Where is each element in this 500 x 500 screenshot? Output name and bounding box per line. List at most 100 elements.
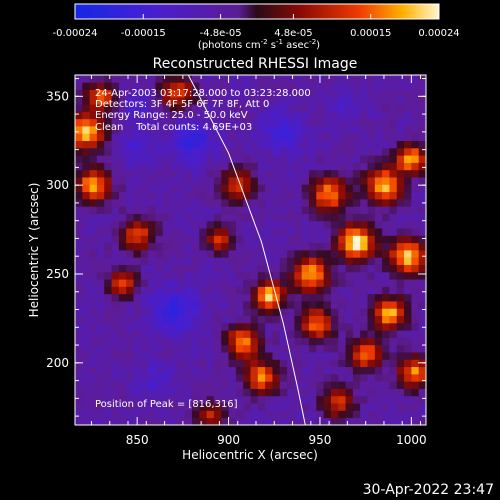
heatmap-cell: [389, 359, 398, 368]
heatmap-cell: [140, 147, 149, 156]
heatmap-cell: [192, 315, 200, 324]
heatmap-cell: [272, 111, 281, 120]
heatmap-cell: [257, 191, 266, 200]
heatmap-cell: [96, 293, 105, 302]
heatmap-cell: [213, 257, 222, 265]
heatmap-cell: [221, 308, 229, 317]
heatmap-cell: [389, 169, 398, 178]
heatmap-cell: [338, 184, 346, 193]
heatmap-cell: [360, 235, 368, 244]
heatmap-cell: [352, 250, 361, 258]
heatmap-cell: [367, 104, 376, 112]
heatmap-cell: [360, 118, 368, 127]
heatmap-cell: [126, 286, 134, 295]
heatmap-cell: [148, 381, 156, 389]
heatmap-cell: [228, 213, 237, 222]
heatmap-cell: [316, 381, 325, 389]
heatmap-cell: [404, 373, 412, 382]
heatmap-cell: [192, 337, 200, 346]
heatmap-cell: [367, 75, 376, 83]
heatmap-cell: [89, 417, 98, 425]
colorbar-tick-label: 4.8e-05: [274, 28, 312, 39]
heatmap-cell: [360, 191, 368, 200]
heatmap-cell: [199, 235, 208, 244]
heatmap-cell: [243, 155, 251, 163]
heatmap-cell: [235, 250, 244, 258]
heatmap-cell: [199, 403, 208, 411]
heatmap-cell: [75, 184, 83, 193]
heatmap-cell: [89, 250, 98, 258]
heatmap-cell: [382, 330, 390, 338]
heatmap-cell: [148, 235, 156, 244]
heatmap-cell: [126, 126, 134, 134]
heatmap-cell: [323, 89, 332, 98]
heatmap-cell: [265, 82, 273, 90]
heatmap-cell: [221, 111, 229, 120]
heatmap-cell: [272, 147, 281, 156]
heatmap-cell: [360, 403, 368, 411]
heatmap-cell: [404, 126, 412, 134]
heatmap-cell: [118, 366, 127, 375]
heatmap-cell: [192, 133, 200, 142]
heatmap-cell: [148, 111, 156, 120]
heatmap-cell: [367, 315, 376, 324]
heatmap-cell: [265, 388, 273, 397]
heatmap-cell: [374, 126, 383, 134]
heatmap-cell: [411, 279, 420, 287]
heatmap-cell: [213, 359, 222, 368]
heatmap-cell: [213, 162, 222, 171]
heatmap-cell: [382, 96, 390, 105]
heatmap-cell: [374, 257, 383, 265]
heatmap-cell: [360, 330, 368, 338]
heatmap-cell: [382, 82, 390, 90]
heatmap-cell: [221, 352, 229, 360]
heatmap-cell: [374, 104, 383, 112]
heatmap-cell: [162, 96, 171, 105]
heatmap-cell: [177, 198, 186, 207]
heatmap-cell: [411, 75, 420, 83]
heatmap-cell: [411, 184, 420, 193]
heatmap-cell: [404, 235, 412, 244]
heatmap-cell: [111, 359, 120, 368]
heatmap-cell: [367, 264, 376, 273]
heatmap-cell: [118, 191, 127, 200]
heatmap-cell: [316, 271, 325, 280]
heatmap-cell: [155, 133, 164, 142]
heatmap-cell: [404, 104, 412, 112]
heatmap-cell: [338, 104, 346, 112]
heatmap-cell: [133, 111, 142, 120]
heatmap-cell: [374, 388, 383, 397]
heatmap-cell: [162, 417, 171, 425]
heatmap-cell: [396, 184, 405, 193]
heatmap-cell: [133, 373, 142, 382]
heatmap-cell: [199, 366, 208, 375]
heatmap-cell: [287, 220, 295, 229]
heatmap-cell: [367, 155, 376, 163]
heatmap-cell: [265, 322, 273, 331]
heatmap-cell: [118, 271, 127, 280]
heatmap-cell: [148, 410, 156, 419]
heatmap-cell: [257, 395, 266, 404]
heatmap-cell: [148, 75, 156, 83]
heatmap-cell: [170, 359, 178, 368]
heatmap-cell: [272, 118, 281, 127]
heatmap-cell: [367, 242, 376, 251]
heatmap-cell: [250, 337, 259, 346]
heatmap-cell: [404, 344, 412, 353]
heatmap-cell: [323, 286, 332, 295]
heatmap-cell: [228, 330, 237, 338]
heatmap-cell: [389, 337, 398, 346]
heatmap-cell: [192, 104, 200, 112]
heatmap-cell: [177, 359, 186, 368]
heatmap-cell: [272, 206, 281, 214]
heatmap-cell: [221, 337, 229, 346]
heatmap-cell: [287, 286, 295, 295]
heatmap-cell: [323, 257, 332, 265]
heatmap-cell: [126, 373, 134, 382]
heatmap-cell: [199, 228, 208, 236]
heatmap-cell: [374, 118, 383, 127]
heatmap-cell: [404, 395, 412, 404]
heatmap-cell: [316, 286, 325, 295]
heatmap-cell: [162, 330, 171, 338]
heatmap-cell: [272, 373, 281, 382]
